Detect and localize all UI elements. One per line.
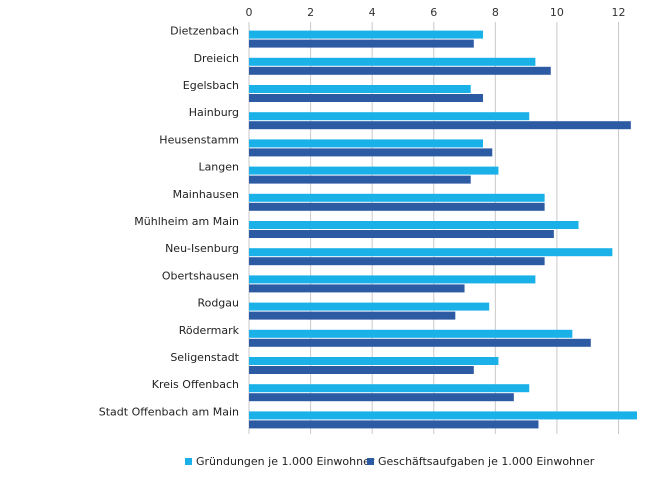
bar-series-1 [249,112,530,121]
bars [249,30,637,429]
bar-series-1 [249,248,613,257]
category-label: Hainburg [189,106,239,119]
bar-series-2 [249,39,474,48]
bar-series-1 [249,411,637,420]
bar-series-1 [249,166,499,175]
bar-series-1 [249,302,490,311]
bar-series-1 [249,275,536,284]
bar-series-1 [249,57,536,66]
bar-series-1 [249,193,545,202]
x-tick-label: 10 [550,6,564,19]
bar-series-2 [249,284,465,293]
bar-series-2 [249,420,539,429]
bar-series-1 [249,357,499,365]
x-tick-label: 2 [307,6,314,19]
bar-series-2 [249,202,545,211]
category-label: Rodgau [197,297,239,310]
bar-series-2 [249,94,484,102]
legend-swatch-series-1 [185,458,192,465]
category-label: Neu-Isenburg [165,242,239,255]
x-tick-label: 6 [430,6,437,19]
category-labels: Dietzenbach Dreieich Egelsbach Hainburg Heus… [99,25,240,419]
category-label: Seligenstadt [170,351,239,364]
category-label: Rödermark [179,324,240,337]
legend-swatch-series-2 [367,458,374,465]
x-tick-label: 12 [612,6,626,19]
x-tick-label: 0 [246,6,253,19]
bar-series-2 [249,230,554,238]
bar-series-2 [249,366,474,374]
bar-series-1 [249,384,530,393]
bar-series-2 [249,338,591,347]
bar-series-1 [249,85,471,93]
legend-item-series-2: Geschäftsaufgaben je 1.000 Einwohner [367,455,594,468]
bar-series-2 [249,66,551,75]
category-label: Egelsbach [183,79,239,92]
x-tick-label: 4 [369,6,376,19]
bar-series-1 [249,221,579,229]
bar-series-2 [249,121,631,130]
category-label: Mühlheim am Main [134,215,239,228]
category-label: Dietzenbach [170,25,239,38]
bar-series-1 [249,139,484,148]
bar-series-1 [249,329,573,338]
category-label: Kreis Offenbach [152,378,239,391]
legend-label-series-2: Geschäftsaufgaben je 1.000 Einwohner [378,455,595,468]
legend: Gründungen je 1.000 Einwohner Geschäftsa… [0,455,672,475]
category-label: Heusenstamm [159,133,239,146]
category-label: Langen [198,161,239,174]
bar-series-2 [249,311,456,320]
bar-chart: 0 2 4 6 8 10 12 Dietzenbach Dreieich Egelsbach Ha… [99,6,637,434]
bar-series-2 [249,257,545,266]
category-label: Obertshausen [162,269,239,282]
category-label: Stadt Offenbach am Main [99,405,239,418]
bar-series-2 [249,175,471,184]
legend-label-series-1: Gründungen je 1.000 Einwohner [196,455,375,468]
x-tick-label: 8 [492,6,499,19]
x-axis-ticks: 0 2 4 6 8 10 12 [246,6,626,19]
bar-series-2 [249,148,493,157]
category-label: Mainhausen [173,188,239,201]
bar-series-2 [249,393,514,402]
bar-series-1 [249,30,484,39]
category-label: Dreieich [194,52,239,65]
legend-item-series-1: Gründungen je 1.000 Einwohner [185,455,374,468]
